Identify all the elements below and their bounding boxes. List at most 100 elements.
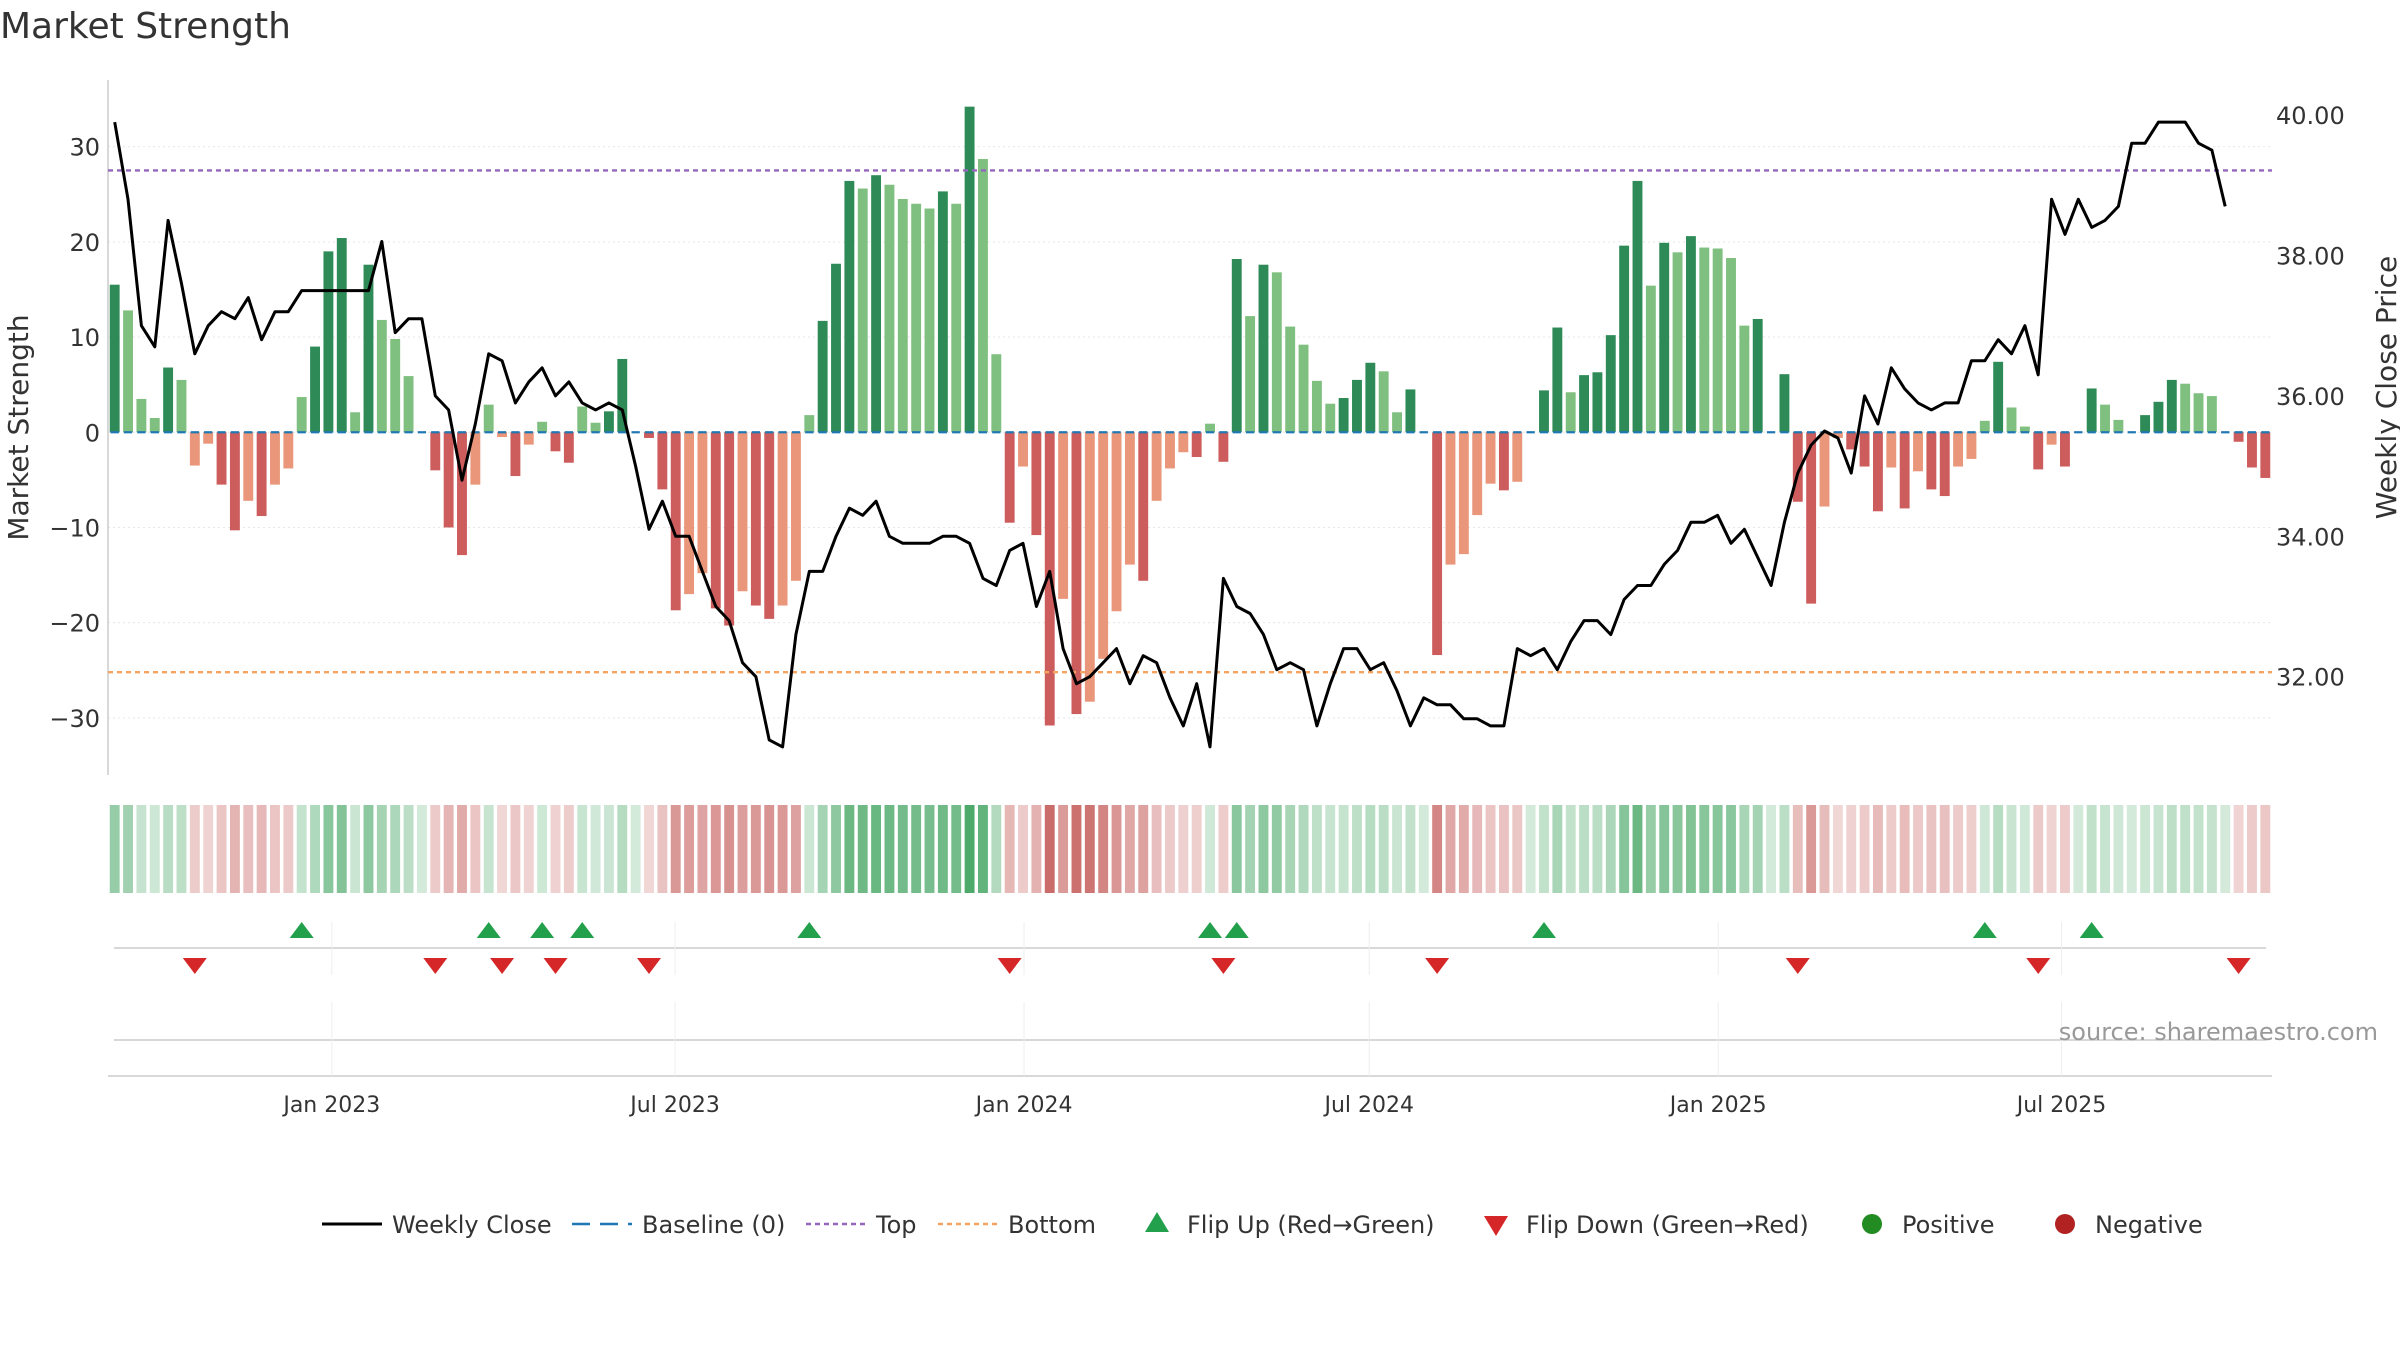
heat-cell: [1806, 805, 1817, 893]
heat-cell: [163, 805, 174, 893]
strength-bar: [1392, 412, 1402, 433]
y-tick-label: 30: [69, 134, 100, 162]
heat-cell: [1218, 805, 1229, 893]
heat-cell: [1766, 805, 1777, 893]
heat-cell: [1819, 805, 1830, 893]
strength-bar: [1752, 318, 1763, 433]
strength-bar: [1605, 335, 1616, 433]
strength-bar: [617, 358, 628, 433]
heat-cell: [1018, 805, 1028, 893]
strength-bar: [176, 379, 187, 433]
strength-bar: [283, 432, 294, 469]
heat-cell: [1432, 805, 1443, 893]
heat-cell: [563, 805, 574, 893]
flip-up-marker: [289, 922, 314, 938]
heat-cell: [350, 805, 361, 893]
legend-label: Baseline (0): [642, 1211, 785, 1239]
heat-cell: [1098, 805, 1109, 893]
strength-bar: [2180, 383, 2191, 433]
heat-cell: [483, 805, 494, 893]
strength-bar: [2086, 388, 2097, 433]
strength-bar: [1018, 432, 1028, 467]
y-tick-label: −30: [49, 705, 100, 733]
heat-cell: [123, 805, 133, 893]
strength-bar: [1926, 432, 1937, 490]
heat-cell: [1365, 805, 1376, 893]
heat-cell: [1872, 805, 1883, 893]
strength-bar: [657, 432, 668, 490]
heat-cell: [1966, 805, 1977, 893]
legend-swatch-negative: [2055, 1214, 2075, 1234]
heat-cell: [1565, 805, 1576, 893]
chart-title: Market Strength: [0, 6, 291, 47]
y-tick-label: 20: [69, 229, 100, 257]
strength-bar: [2060, 432, 2070, 467]
strength-bar: [310, 346, 320, 433]
heat-cell: [1392, 805, 1402, 893]
strength-bar: [1806, 432, 1817, 604]
y2-axis-title: Weekly Close Price: [2370, 256, 2400, 519]
strength-bar: [2006, 407, 2017, 433]
strength-bar: [1298, 344, 1309, 433]
flip-down-marker: [2226, 958, 2251, 974]
strength-bar: [1672, 252, 1683, 433]
y2-tick-label: 40.00: [2276, 102, 2345, 130]
heat-cell: [1832, 805, 1843, 893]
strength-bar: [590, 422, 601, 433]
flip-down-marker: [543, 958, 568, 974]
strength-bar: [1445, 432, 1456, 565]
strength-bar: [831, 263, 841, 433]
flip-up-marker: [570, 922, 595, 938]
heat-cell: [1846, 805, 1857, 893]
heat-cell: [2086, 805, 2097, 893]
heat-cell: [1699, 805, 1710, 893]
strength-bar: [911, 203, 922, 433]
heat-cell: [1178, 805, 1189, 893]
heat-cell: [1632, 805, 1643, 893]
strength-bar: [1031, 432, 1042, 536]
strength-bar: [1792, 432, 1803, 502]
strength-bar: [1712, 248, 1723, 433]
legend-item-flip_down: Flip Down (Green→Red): [1484, 1211, 1809, 1239]
heat-cell: [2140, 805, 2151, 893]
heat-cell: [1352, 805, 1362, 893]
strength-bar: [844, 180, 855, 433]
strength-bar: [2260, 432, 2271, 478]
strength-bar: [790, 432, 801, 581]
flip-down-marker: [2026, 958, 2051, 974]
strength-bar: [430, 432, 441, 471]
strength-bar: [1325, 403, 1336, 433]
heat-cell: [2033, 805, 2044, 893]
strength-bar: [1218, 432, 1229, 462]
strength-bar: [216, 432, 227, 485]
heat-cell: [1285, 805, 1296, 893]
strength-bar: [1872, 432, 1883, 512]
heat-cell: [1779, 805, 1790, 893]
legend-item-negative: Negative: [2055, 1211, 2203, 1239]
heat-cell: [897, 805, 908, 893]
strength-bar: [1659, 242, 1670, 433]
heat-cell: [924, 805, 935, 893]
heat-cell: [804, 805, 815, 893]
strength-bar: [390, 338, 401, 433]
strength-bar: [1485, 432, 1496, 484]
legend-label: Flip Down (Green→Red): [1526, 1211, 1809, 1239]
strength-bar: [296, 397, 307, 433]
heat-cell: [937, 805, 948, 893]
heat-cell: [2220, 805, 2231, 893]
heat-cell: [710, 805, 721, 893]
strength-bar: [256, 432, 267, 517]
strength-bar: [537, 421, 548, 433]
heat-cell: [390, 805, 401, 893]
heat-cell: [1271, 805, 1282, 893]
strength-bar: [1993, 361, 2004, 433]
strength-bar: [2140, 415, 2151, 433]
heat-cell: [978, 805, 988, 893]
heat-cell: [2247, 805, 2257, 893]
heat-cell: [1418, 805, 1429, 893]
strength-bar: [1832, 432, 1843, 438]
strength-bar: [1512, 432, 1523, 482]
heat-cell: [1205, 805, 1215, 893]
strength-bar: [2166, 379, 2177, 433]
